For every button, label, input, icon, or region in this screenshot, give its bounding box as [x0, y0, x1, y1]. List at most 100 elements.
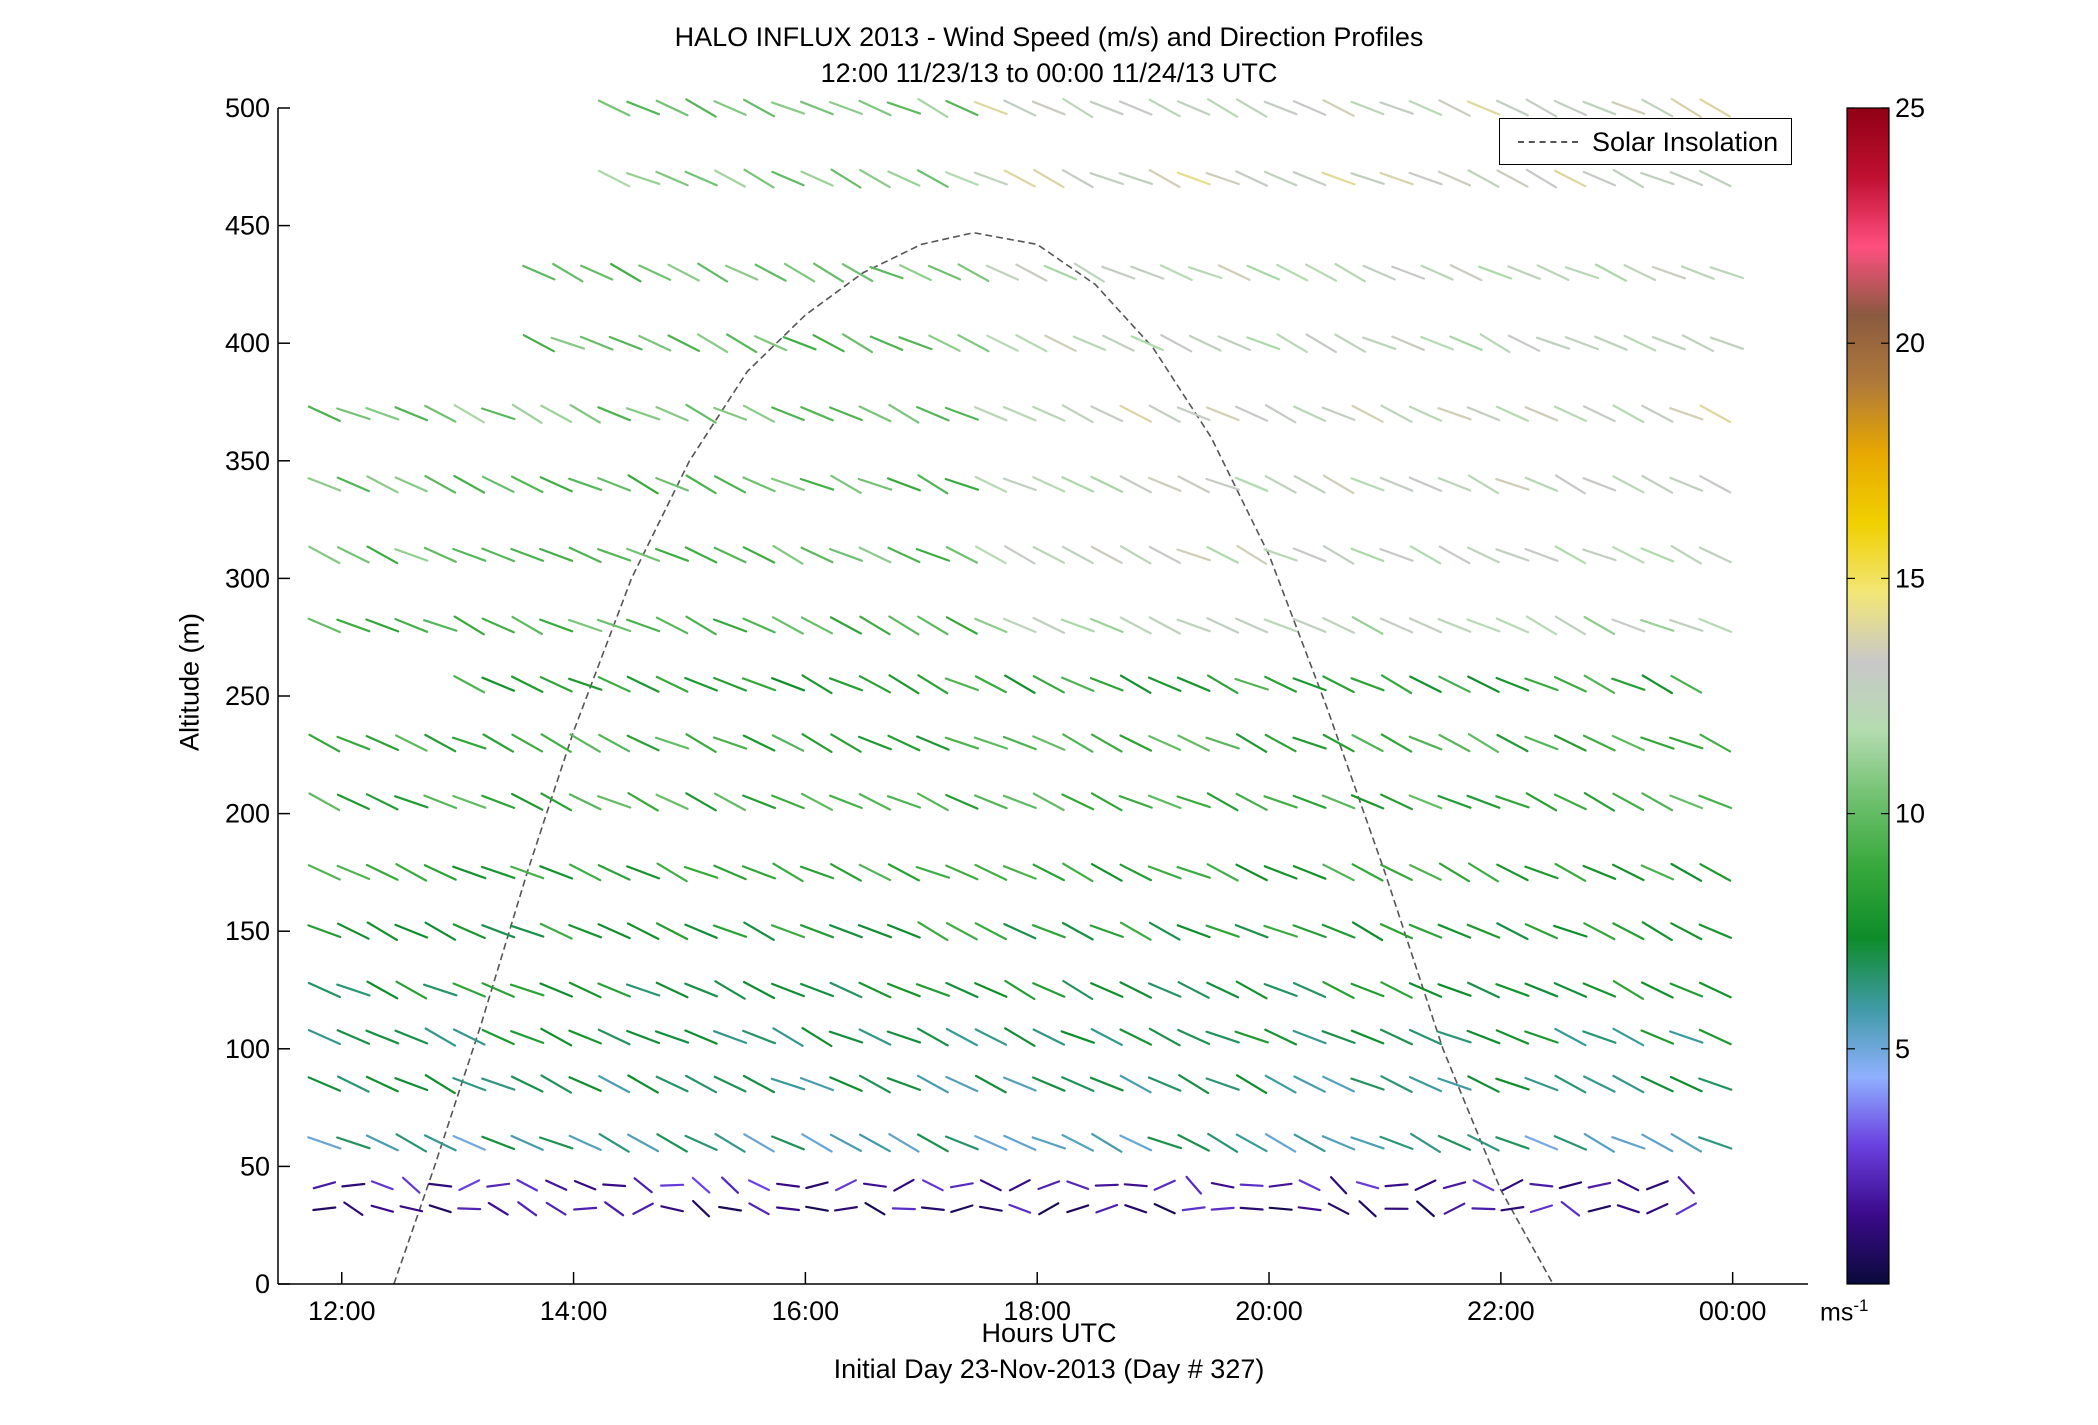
- wind-barb: [1119, 863, 1153, 882]
- wind-barb: [1235, 980, 1268, 1000]
- wind-barb: [1583, 674, 1616, 694]
- wind-barb: [685, 474, 717, 495]
- wind-barb: [1677, 1176, 1696, 1195]
- wind-barb: [1234, 476, 1269, 492]
- wind-barb: [1264, 1133, 1297, 1153]
- wind-barb: [568, 981, 602, 999]
- wind-barb: [366, 921, 398, 942]
- wind-barb: [655, 406, 689, 422]
- wind-barb: [1414, 1179, 1437, 1192]
- wind-barb: [1322, 980, 1355, 1000]
- wind-barb: [928, 334, 961, 352]
- wind-barb: [1437, 983, 1472, 997]
- wind-barb: [1263, 924, 1298, 938]
- wind-barb: [394, 1029, 429, 1045]
- wind-barb: [1205, 736, 1240, 750]
- wind-barb: [916, 792, 949, 812]
- wind-barb: [920, 1206, 945, 1212]
- wind-barb: [1176, 676, 1211, 692]
- wind-barb: [1119, 921, 1152, 941]
- wind-barb: [510, 1075, 544, 1093]
- wind-barb: [1066, 1204, 1090, 1214]
- wind-barb: [828, 677, 864, 692]
- wind-barb: [1148, 616, 1181, 635]
- wind-barb: [742, 98, 776, 118]
- wind-barb: [1641, 921, 1673, 942]
- wind-barb: [1495, 617, 1530, 634]
- wind-barb: [452, 865, 487, 880]
- wind-barb: [1235, 863, 1268, 882]
- wind-barb: [1008, 1179, 1031, 1192]
- x-tick-label: 20:00: [1235, 1296, 1303, 1326]
- wind-barb: [511, 403, 543, 424]
- wind-barb: [1350, 172, 1385, 185]
- wind-barb: [973, 406, 1008, 422]
- wind-barb: [625, 407, 661, 421]
- wind-barb: [1292, 736, 1327, 750]
- wind-barb: [886, 1030, 922, 1044]
- wind-barb: [626, 865, 661, 880]
- wind-barb: [1408, 923, 1443, 939]
- wind-barb: [1293, 1075, 1326, 1093]
- wind-barb: [424, 733, 457, 753]
- wind-barb: [945, 1027, 979, 1047]
- wind-barb: [1350, 1136, 1385, 1150]
- wind-barb: [1292, 981, 1327, 999]
- wind-barb: [337, 1075, 370, 1093]
- wind-barb: [1564, 266, 1600, 280]
- wind-barb: [625, 983, 661, 997]
- wind-barb: [1558, 1181, 1583, 1190]
- wind-barb: [917, 921, 949, 942]
- wind-barb: [1612, 922, 1645, 941]
- wind-barb: [1680, 265, 1715, 280]
- wind-barb: [423, 983, 458, 997]
- wind-barb: [336, 793, 370, 811]
- wind-barb: [539, 618, 574, 633]
- wind-barb: [1147, 865, 1182, 880]
- wind-barb: [1408, 1075, 1443, 1093]
- y-tick-label: 250: [225, 681, 270, 711]
- wind-barb: [1329, 1176, 1348, 1195]
- wind-barb: [713, 546, 747, 564]
- wind-barb: [1275, 263, 1309, 282]
- wind-barb: [841, 333, 874, 354]
- wind-barb: [336, 618, 371, 633]
- wind-barb: [540, 733, 572, 753]
- wind-barb: [1246, 264, 1280, 281]
- wind-barb: [800, 406, 834, 422]
- wind-barb: [1206, 792, 1239, 812]
- wind-barb: [974, 922, 1008, 941]
- wind-barb: [1002, 477, 1037, 492]
- wind-barb: [596, 548, 632, 562]
- colorbar-unit-exponent: -1: [1853, 1296, 1869, 1315]
- wind-barb: [1159, 264, 1193, 281]
- wind-barb: [365, 618, 400, 633]
- wind-barb: [597, 982, 632, 998]
- wind-barb: [1524, 865, 1559, 880]
- wind-barb: [799, 865, 835, 880]
- wind-barb: [917, 97, 949, 119]
- wind-barb: [1350, 982, 1385, 998]
- wind-barb: [627, 1074, 659, 1094]
- wind-barb: [886, 1077, 922, 1092]
- wind-barb: [1554, 169, 1587, 188]
- wind-barb: [1495, 1136, 1530, 1150]
- wind-barb: [805, 1205, 829, 1212]
- wind-barb: [337, 922, 370, 940]
- wind-barb: [655, 675, 689, 693]
- wind-barb: [1466, 546, 1500, 564]
- wind-barb: [1670, 674, 1703, 694]
- wind-barb: [1094, 1183, 1119, 1187]
- wind-barb: [1583, 615, 1616, 636]
- wind-barb: [1321, 1030, 1356, 1045]
- wind-barb: [1668, 736, 1704, 750]
- wind-barb: [1003, 1134, 1037, 1151]
- wind-barb: [1408, 735, 1443, 751]
- wind-barb: [1038, 1202, 1060, 1216]
- wind-barb: [1322, 99, 1355, 117]
- wind-barb: [1641, 1133, 1674, 1153]
- wind-barb: [307, 405, 341, 422]
- wind-barb: [1553, 734, 1587, 752]
- wind-barb: [945, 616, 978, 635]
- wind-barb: [1495, 99, 1529, 117]
